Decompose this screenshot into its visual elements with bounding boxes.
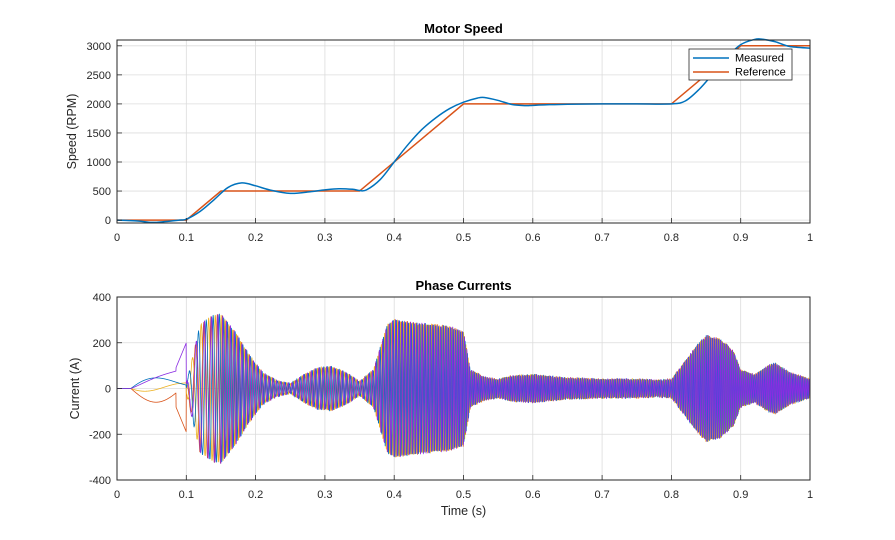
speed-title: Motor Speed: [424, 21, 503, 36]
speed-ytick-label: 2000: [87, 99, 111, 111]
current-xtick-label: 0.2: [248, 489, 263, 501]
speed-ytick-label: 0: [105, 215, 111, 227]
speed-ylabel: Speed (RPM): [65, 94, 79, 170]
current-xtick-label: 0: [114, 489, 120, 501]
current-xtick-label: 0.7: [594, 489, 609, 501]
speed-ytick-label: 1000: [87, 157, 111, 169]
speed-xtick-label: 0.5: [456, 232, 471, 244]
speed-ytick-label: 2500: [87, 70, 111, 82]
speed-xtick-label: 0: [114, 232, 120, 244]
current-ytick-label: 0: [105, 384, 111, 396]
speed-xtick-label: 0.3: [317, 232, 332, 244]
current-lines: [117, 314, 810, 463]
legend-measured-label: Measured: [735, 53, 784, 65]
speed-xtick-label: 0.4: [387, 232, 402, 244]
figure: 0 0.1 0.2 0.3 0.4 0.5 0.6 0.7 0.8 0.9 1 0 500 1000 150…: [0, 0, 895, 540]
current-xtick-label: 0.9: [733, 489, 748, 501]
speed-xtick-label: 0.9: [733, 232, 748, 244]
current-xtick-label: 0.5: [456, 489, 471, 501]
current-xtick-label: 0.6: [525, 489, 540, 501]
current-ytick-label: 400: [93, 292, 111, 304]
speed-xtick-label: 0.1: [179, 232, 194, 244]
speed-xtick-label: 0.8: [664, 232, 679, 244]
current-xtick-label: 0.8: [664, 489, 679, 501]
current-axes: 0 0.1 0.2 0.3 0.4 0.5 0.6 0.7 0.8 0.9 1 -400 -200 0 20…: [68, 278, 813, 518]
speed-ytick-label: 3000: [87, 41, 111, 53]
speed-legend: Measured Reference: [689, 49, 792, 80]
current-xlabel: Time (s): [441, 504, 486, 518]
speed-ytick-label: 1500: [87, 128, 111, 140]
speed-ytick-label: 500: [93, 186, 111, 198]
current-xtick-label: 1: [807, 489, 813, 501]
current-ytick-label: -200: [89, 429, 111, 441]
speed-axes: 0 0.1 0.2 0.3 0.4 0.5 0.6 0.7 0.8 0.9 1 0 500 1000 150…: [65, 21, 813, 244]
current-xtick-label: 0.1: [179, 489, 194, 501]
current-xtick-label: 0.3: [317, 489, 332, 501]
speed-xtick-label: 1: [807, 232, 813, 244]
legend-reference-label: Reference: [735, 67, 786, 79]
current-ytick-label: 200: [93, 338, 111, 350]
current-ylabel: Current (A): [68, 358, 82, 420]
current-ytick-label: -400: [89, 475, 111, 487]
speed-xtick-label: 0.6: [525, 232, 540, 244]
current-title: Phase Currents: [415, 278, 511, 293]
speed-xtick-label: 0.7: [594, 232, 609, 244]
current-xtick-label: 0.4: [387, 489, 402, 501]
speed-xtick-label: 0.2: [248, 232, 263, 244]
